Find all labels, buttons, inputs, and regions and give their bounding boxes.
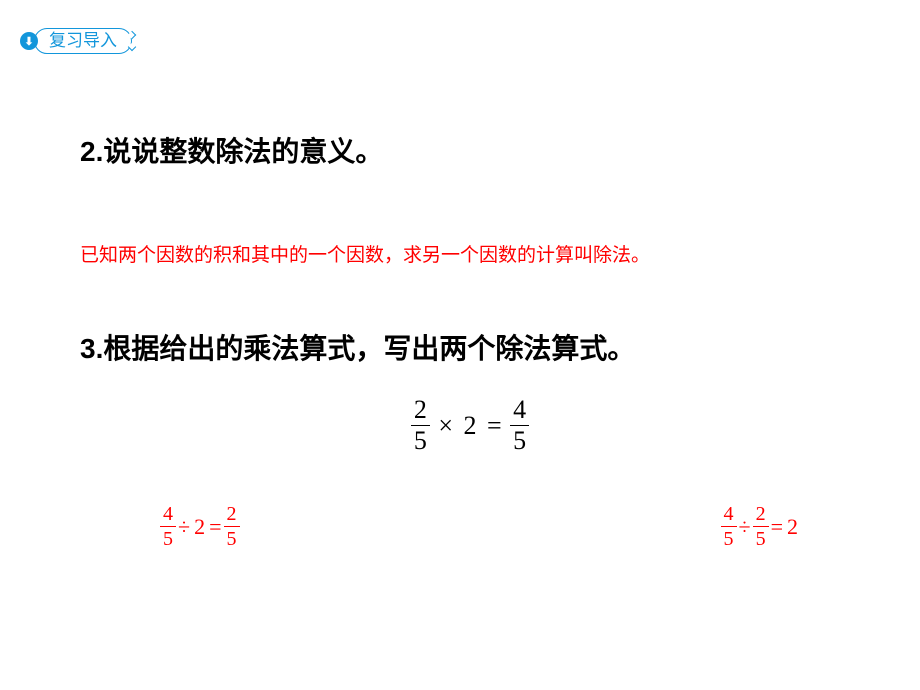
question-3-title: 3.根据给出的乘法算式，写出两个除法算式。 [80, 327, 860, 367]
slide-content: 2.说说整数除法的意义。 已知两个因数的积和其中的一个因数，求另一个因数的计算叫… [80, 130, 860, 549]
integer-2: 2 [192, 514, 207, 540]
equals-sign: = [485, 411, 504, 441]
fraction-4-5: 4 5 [721, 504, 737, 549]
integer-2: 2 [462, 411, 479, 441]
question-3-answers: 4 5 ÷2= 2 5 4 5 ÷ 2 5 =2 [80, 504, 860, 549]
divide-sign: ÷ [737, 514, 753, 540]
equals-sign: = [769, 514, 785, 540]
fraction-4-5: 4 5 [510, 397, 529, 454]
badge-icon-glyph: ⬇ [24, 35, 33, 48]
times-sign: × [436, 411, 455, 441]
answer-equation-1: 4 5 ÷2= 2 5 [160, 504, 240, 549]
integer-2: 2 [785, 514, 800, 540]
equals-sign: = [207, 514, 223, 540]
fraction-2-5: 2 5 [411, 397, 430, 454]
question-2-answer: 已知两个因数的积和其中的一个因数，求另一个因数的计算叫除法。 [80, 240, 860, 267]
question-3-equation: 2 5 × 2 = 4 5 [80, 397, 860, 454]
answer-equation-2: 4 5 ÷ 2 5 =2 [721, 504, 801, 549]
review-intro-badge: ⬇ 复习导入 [20, 28, 132, 54]
question-2-title: 2.说说整数除法的意义。 [80, 130, 860, 170]
fraction-4-5: 4 5 [160, 504, 176, 549]
fraction-2-5: 2 5 [753, 504, 769, 549]
divide-sign: ÷ [176, 514, 192, 540]
fraction-2-5: 2 5 [224, 504, 240, 549]
badge-label: 复习导入 [34, 28, 132, 54]
